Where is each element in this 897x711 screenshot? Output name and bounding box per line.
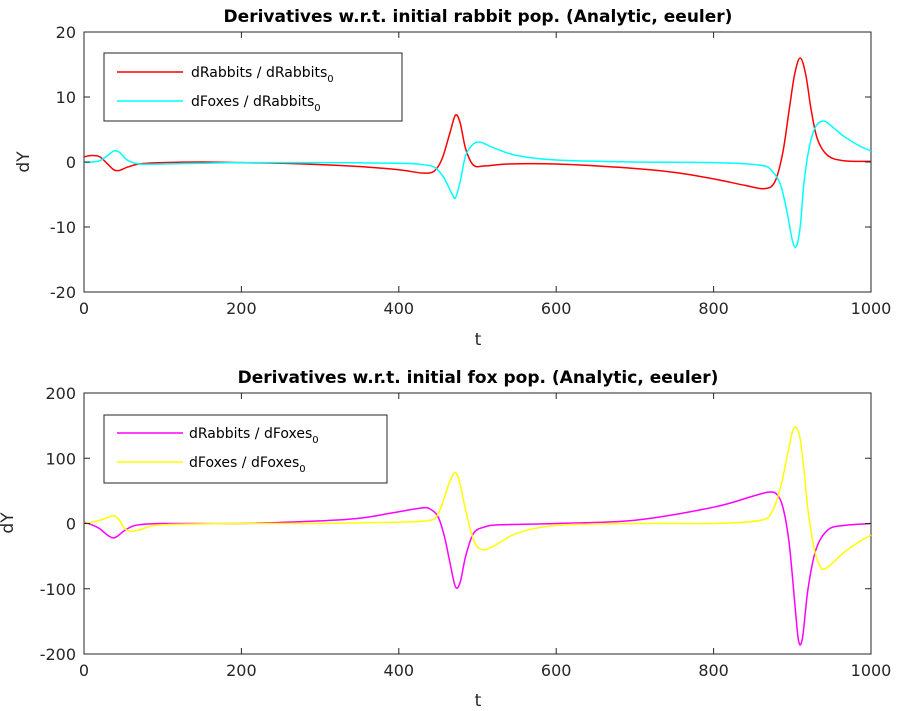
chart-panel-1: Derivatives w.r.t. initial rabbit pop. (… <box>14 7 891 350</box>
chart-1-legend-box <box>103 52 403 122</box>
chart-2-legend-label-2-main: dFoxes / dFoxes <box>189 455 299 471</box>
chart-2-legend-label-2-sub: 0 <box>299 464 305 475</box>
chart-1-y-tick-label: 20 <box>56 23 76 42</box>
chart-2-y-tick-label: 200 <box>45 384 76 403</box>
chart-2-ticks-layer: 0 200 400 600 800 1000 -200 -100 0 100 200 <box>40 384 892 680</box>
chart-2-y-tick-label: 0 <box>66 515 76 534</box>
chart-1-x-tick-label: 600 <box>541 299 572 318</box>
chart-1-x-tick-label: 0 <box>79 299 89 318</box>
chart-2-y-axis-label: dY <box>0 512 18 534</box>
chart-1-series-layer <box>83 57 872 248</box>
chart-2-series-line-1 <box>83 491 872 646</box>
chart-1-legend-label-1-sub: 0 <box>327 74 333 85</box>
chart-1-y-tick-label: -10 <box>50 218 76 237</box>
chart-2-legend-box <box>103 414 388 484</box>
chart-2-x-tick-label: 200 <box>226 661 257 680</box>
chart-1-x-tick-label: 800 <box>698 299 729 318</box>
chart-2-legend-label-1-main: dRabbits / dFoxes <box>189 426 312 442</box>
chart-1-x-axis-label: t <box>475 330 482 350</box>
chart-1-x-tick-label: 400 <box>384 299 415 318</box>
chart-1-y-tick-label: -20 <box>50 283 76 302</box>
chart-1-legend-label-2: dFoxes / dRabbits0 <box>191 94 321 114</box>
chart-2-y-tick-label: -200 <box>40 645 76 664</box>
chart-1-title: Derivatives w.r.t. initial rabbit pop. (… <box>224 7 733 27</box>
chart-1-x-tick-label: 1000 <box>851 299 892 318</box>
chart-2-legend-label-1-sub: 0 <box>312 435 318 446</box>
chart-1-legend-label-2-main: dFoxes / dRabbits <box>191 94 314 110</box>
chart-1-y-axis-label: dY <box>14 151 34 173</box>
chart-1-y-tick-label: 10 <box>56 88 76 107</box>
chart-2-title: Derivatives w.r.t. initial fox pop. (Ana… <box>238 368 719 388</box>
chart-2-legend: dRabbits / dFoxes0 dFoxes / dFoxes0 <box>103 414 388 484</box>
chart-2-x-tick-label: 1000 <box>851 661 892 680</box>
chart-2-series-line-2 <box>83 426 872 571</box>
chart-2-x-tick-label: 400 <box>384 661 415 680</box>
chart-1-y-tick-label: 0 <box>66 153 76 172</box>
chart-2-x-tick-label: 600 <box>541 661 572 680</box>
chart-2-x-axis-label: t <box>475 691 482 711</box>
chart-2-series-layer <box>83 426 872 646</box>
chart-2-y-tick-label: -100 <box>40 580 76 599</box>
chart-2-y-tick-label: 100 <box>45 449 76 468</box>
chart-2-legend-label-2: dFoxes / dFoxes0 <box>189 455 306 475</box>
chart-2-legend-label-1: dRabbits / dFoxes0 <box>189 426 319 446</box>
chart-1-legend-label-1-main: dRabbits / dRabbits <box>191 65 327 81</box>
chart-1-legend-label-2-sub: 0 <box>314 103 320 114</box>
chart-1-x-tick-label: 200 <box>226 299 257 318</box>
chart-1-legend-label-1: dRabbits / dRabbits0 <box>191 65 334 85</box>
chart-1-legend: dRabbits / dRabbits0 dFoxes / dRabbits0 <box>103 52 403 122</box>
chart-panel-2: Derivatives w.r.t. initial fox pop. (Ana… <box>0 368 891 711</box>
chart-2-x-tick-label: 800 <box>698 661 729 680</box>
chart-1-ticks-layer: 0 200 400 600 800 1000 -20 -10 0 10 20 <box>50 23 892 318</box>
chart-2-x-tick-label: 0 <box>79 661 89 680</box>
chart-1-series-line-2 <box>83 120 872 248</box>
